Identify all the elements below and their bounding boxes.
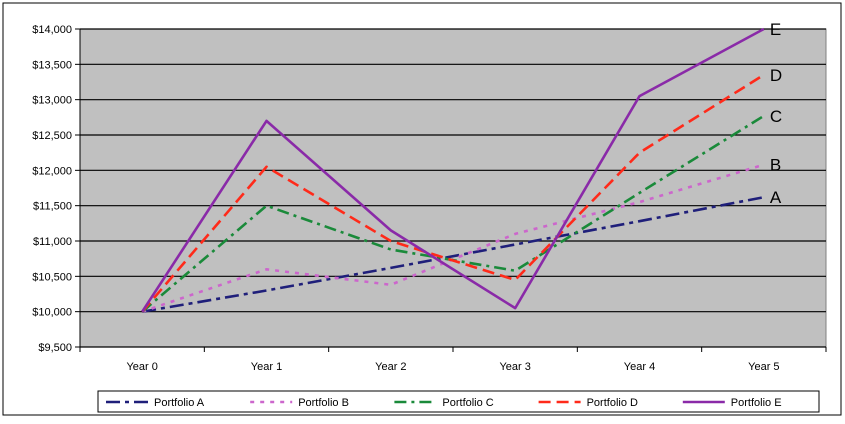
y-tick-label: $10,500 xyxy=(32,271,72,283)
series-line xyxy=(141,195,765,313)
plot-area xyxy=(79,28,827,348)
x-tick-label: Year 5 xyxy=(748,361,779,373)
y-tick-label: $12,000 xyxy=(32,165,72,177)
series-end-label: A xyxy=(770,188,782,207)
y-tick-label: $13,000 xyxy=(32,95,72,107)
y-tick-label: $11,500 xyxy=(33,201,72,213)
x-tick-label: Year 4 xyxy=(624,361,655,373)
legend-box xyxy=(97,390,820,413)
x-tick-label: Year 2 xyxy=(375,361,406,373)
legend-label: Portfolio C xyxy=(442,397,493,409)
y-tick-label: $10,000 xyxy=(32,307,72,319)
series-end-label: D xyxy=(770,66,782,85)
series-end-label: C xyxy=(770,107,782,126)
x-tick-label: Year 3 xyxy=(499,361,530,373)
series-line xyxy=(141,27,765,313)
y-tick-label: $12,500 xyxy=(32,130,72,142)
x-tick-label: Year 0 xyxy=(126,361,157,373)
legend-label: Portfolio E xyxy=(731,397,782,409)
series-line xyxy=(141,73,765,313)
series-end-labels: AB C D E xyxy=(770,20,782,207)
legend-label: Portfolio D xyxy=(587,397,638,409)
x-axis-tick-labels: Year 0 Year 1 Year 2 Year 3 Year 4 Year 5 xyxy=(79,347,827,373)
series-end-label: E xyxy=(770,20,781,39)
y-tick-label: $14,000 xyxy=(32,24,72,36)
legend: Portfolio A Portfolio B Portfolio C Portfol… xyxy=(97,390,820,413)
y-tick-label: $9,500 xyxy=(38,342,72,354)
legend-label: Portfolio A xyxy=(154,397,205,409)
series-end-label: B xyxy=(770,156,781,175)
y-axis-tick-labels: $9,500 $10,000 $10,500 $11,000 $11,500 $12,00… xyxy=(32,24,826,354)
legend-label: Portfolio B xyxy=(298,397,349,409)
x-tick-label: Year 1 xyxy=(251,361,282,373)
y-tick-label: $11,000 xyxy=(33,236,72,248)
series-lines xyxy=(141,27,765,313)
y-tick-label: $13,500 xyxy=(32,59,72,71)
